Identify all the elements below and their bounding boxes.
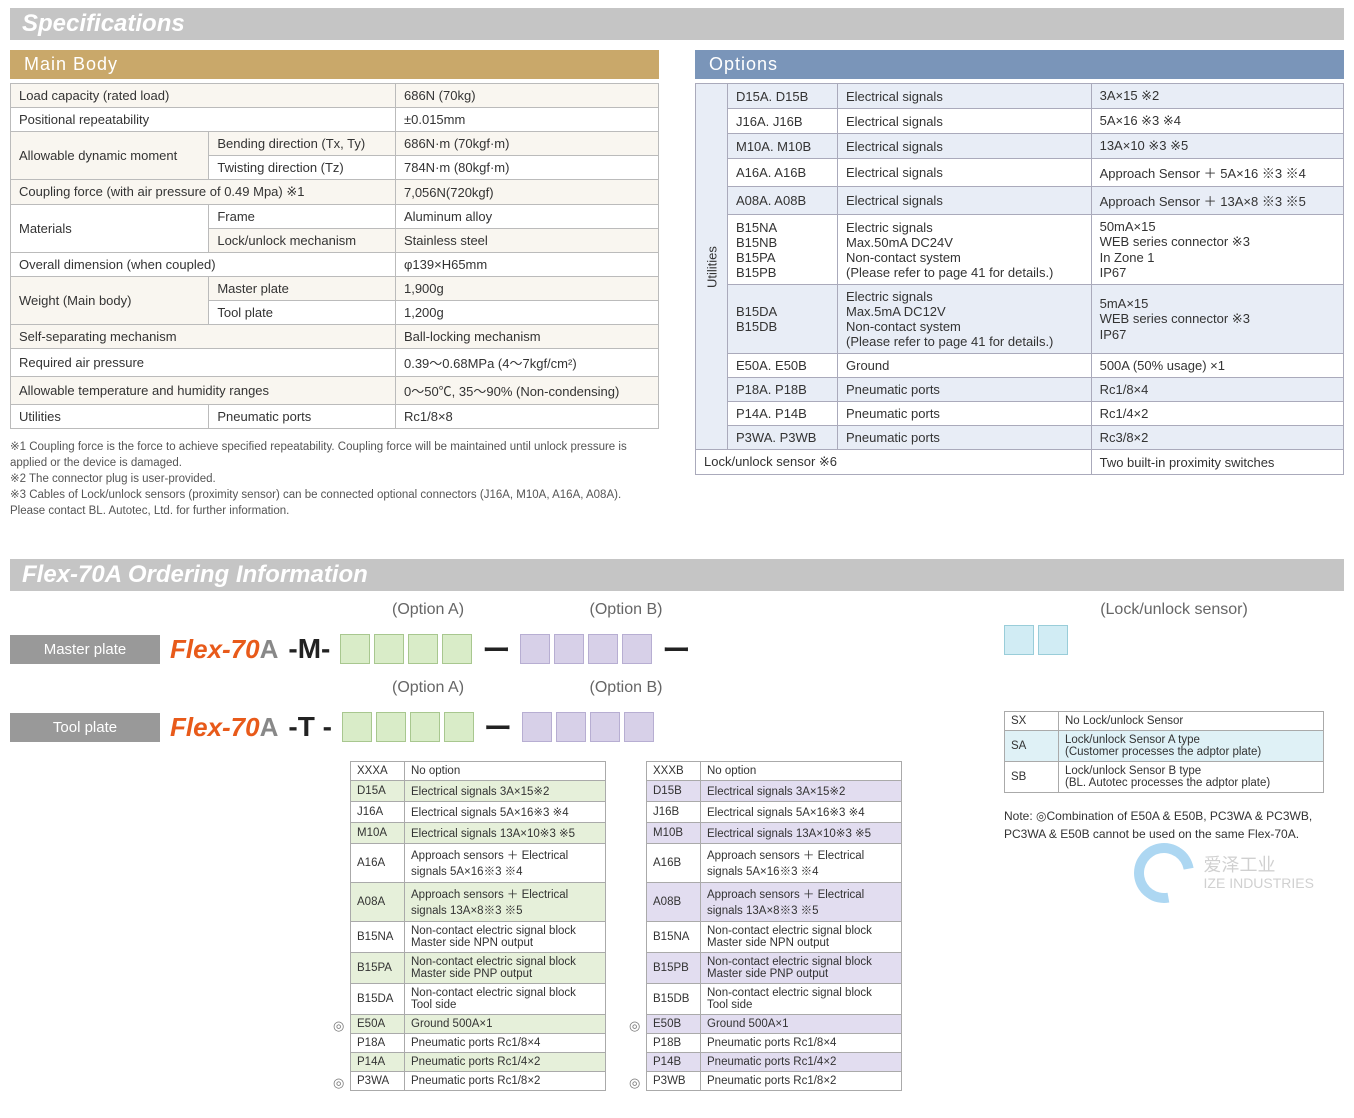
tool-opt-a-boxes [342, 712, 474, 742]
table-row: P14A. P14BPneumatic portsRc1/4×2 [696, 402, 1344, 426]
main-body-table: Load capacity (rated load)686N (70kg)Pos… [10, 83, 659, 429]
table-row: A08BApproach sensors ＋ Electrical signal… [647, 883, 902, 922]
lock-sensor-title: (Lock/unlock sensor) [1004, 601, 1344, 619]
table-row: E50A◎Ground 500A×1 [351, 1015, 606, 1034]
table-row: D15BElectrical signals 3A×15※2 [647, 781, 902, 802]
t-dash: -T - [288, 711, 332, 743]
opt-a-label: (Option A) [358, 601, 498, 619]
table-row: Coupling force (with air pressure of 0.4… [11, 180, 659, 205]
table-row: M10BElectrical signals 13A×10※3 ※5 [647, 823, 902, 844]
table-row: UtilitiesPneumatic portsRc1/8×8 [11, 405, 659, 429]
table-row: SBLock/unlock Sensor B type (BL. Autotec… [1005, 762, 1324, 793]
table-row: P18APneumatic ports Rc1/8×4 [351, 1034, 606, 1053]
table-row: A08AApproach sensors ＋ Electrical signal… [351, 883, 606, 922]
sensor-note: Note: ◎Combination of E50A & E50B, PC3WA… [1004, 807, 1344, 843]
master-opt-a-boxes [340, 634, 472, 664]
table-row: MaterialsFrameAluminum alloy [11, 205, 659, 229]
option-b-table: XXXBNo optionD15BElectrical signals 3A×1… [646, 761, 902, 1091]
master-plate-label: Master plate [10, 635, 160, 664]
table-row: Weight (Main body)Master plate1,900g [11, 277, 659, 301]
table-row: XXXANo option [351, 762, 606, 781]
table-row: A16A. A16BElectrical signalsApproach Sen… [696, 159, 1344, 187]
sensor-boxes [1004, 625, 1344, 655]
table-row: J16BElectrical signals 5A×16※3 ※4 [647, 802, 902, 823]
main-body-header: Main Body [10, 50, 659, 79]
table-row: A16BApproach sensors ＋ Electrical signal… [647, 844, 902, 883]
option-a-table: XXXANo optionD15AElectrical signals 3A×1… [350, 761, 606, 1091]
table-row: B15NANon-contact electric signal block M… [647, 922, 902, 953]
table-row: SALock/unlock Sensor A type (Customer pr… [1005, 731, 1324, 762]
brand-tool: Flex-70A [170, 712, 278, 743]
table-row: P14BPneumatic ports Rc1/4×2 [647, 1053, 902, 1072]
table-row: D15AElectrical signals 3A×15※2 [351, 781, 606, 802]
table-row: P3WB◎Pneumatic ports Rc1/8×2 [647, 1072, 902, 1091]
table-row: A16AApproach sensors ＋ Electrical signal… [351, 844, 606, 883]
table-row: Allowable temperature and humidity range… [11, 377, 659, 405]
sensor-table: SXNo Lock/unlock SensorSALock/unlock Sen… [1004, 711, 1324, 793]
table-row: J16A. J16BElectrical signals5A×16 ※3 ※4 [696, 109, 1344, 134]
table-row: B15DA B15DBElectric signals Max.5mA DC12… [696, 285, 1344, 354]
specs-title: Specifications [10, 8, 1344, 40]
table-row: Allowable dynamic momentBending directio… [11, 132, 659, 156]
table-row: XXXBNo option [647, 762, 902, 781]
table-row: M10AElectrical signals 13A×10※3 ※5 [351, 823, 606, 844]
table-row: Overall dimension (when coupled)φ139×H65… [11, 253, 659, 277]
options-table: UtilitiesD15A. D15BElectrical signals3A×… [695, 83, 1344, 475]
table-row: B15NA B15NB B15PA B15PBElectric signals … [696, 215, 1344, 285]
table-row: J16AElectrical signals 5A×16※3 ※4 [351, 802, 606, 823]
table-row: E50B◎Ground 500A×1 [647, 1015, 902, 1034]
table-row: P3WA. P3WBPneumatic portsRc3/8×2 [696, 426, 1344, 450]
tool-plate-label: Tool plate [10, 713, 160, 742]
table-row: SXNo Lock/unlock Sensor [1005, 712, 1324, 731]
opt-b-label: (Option B) [556, 601, 696, 619]
options-header: Options [695, 50, 1344, 79]
table-row: B15PBNon-contact electric signal block M… [647, 953, 902, 984]
table-row: Lock/unlock sensor ※6Two built-in proxim… [696, 450, 1344, 475]
spec-notes: ※1 Coupling force is the force to achiev… [10, 439, 659, 519]
table-row: Self-separating mechanismBall-locking me… [11, 325, 659, 349]
table-row: A08A. A08BElectrical signalsApproach Sen… [696, 187, 1344, 215]
table-row: E50A. E50BGround500A (50% usage) ×1 [696, 354, 1344, 378]
tool-opt-b-boxes [522, 712, 654, 742]
table-row: P14APneumatic ports Rc1/4×2 [351, 1053, 606, 1072]
dasher: ー [482, 629, 510, 669]
m-dash: -M- [288, 633, 330, 665]
table-row: B15NANon-contact electric signal block M… [351, 922, 606, 953]
master-opt-b-boxes [520, 634, 652, 664]
table-row: P18BPneumatic ports Rc1/8×4 [647, 1034, 902, 1053]
brand-master: Flex-70A [170, 634, 278, 665]
table-row: B15PANon-contact electric signal block M… [351, 953, 606, 984]
table-row: B15DBNon-contact electric signal block T… [647, 984, 902, 1015]
table-row: Required air pressure0.39～0.68MPa (4～7kg… [11, 349, 659, 377]
table-row: UtilitiesD15A. D15BElectrical signals3A×… [696, 84, 1344, 109]
table-row: B15DANon-contact electric signal block T… [351, 984, 606, 1015]
table-row: P18A. P18BPneumatic portsRc1/8×4 [696, 378, 1344, 402]
table-row: P3WA◎Pneumatic ports Rc1/8×2 [351, 1072, 606, 1091]
watermark: 爱泽工业IZE INDUSTRIES [1134, 843, 1314, 903]
table-row: Load capacity (rated load)686N (70kg) [11, 84, 659, 108]
table-row: Positional repeatability±0.015mm [11, 108, 659, 132]
table-row: M10A. M10BElectrical signals13A×10 ※3 ※5 [696, 134, 1344, 159]
order-title: Flex-70A Ordering Information [10, 559, 1344, 591]
